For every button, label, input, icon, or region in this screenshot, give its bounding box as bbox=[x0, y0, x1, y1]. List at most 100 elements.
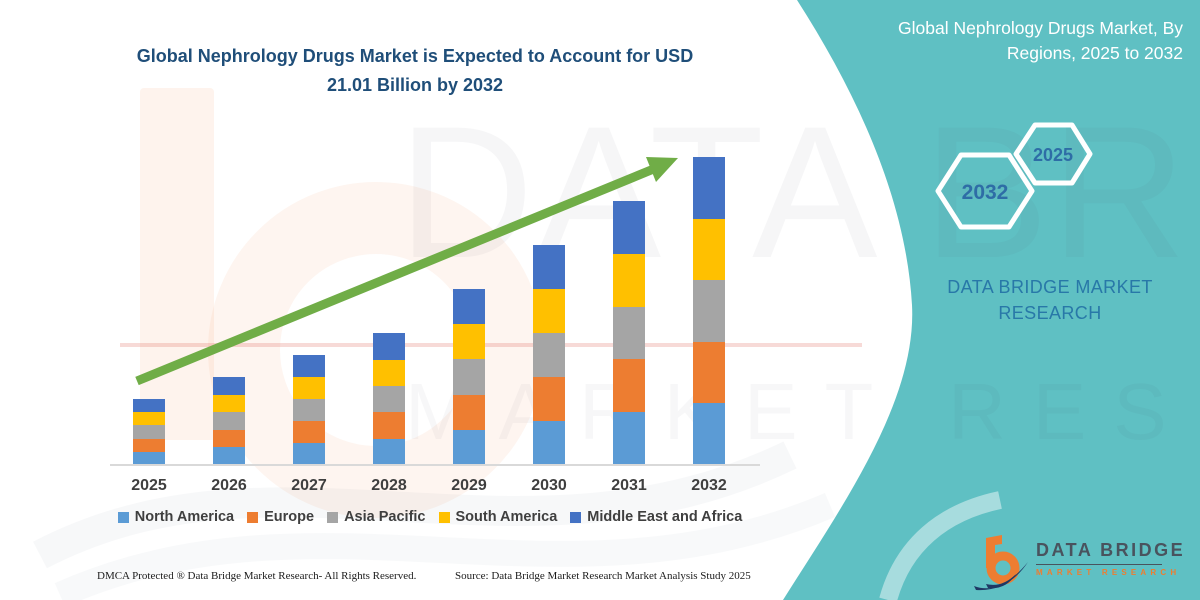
legend-swatch-south-america bbox=[438, 511, 450, 523]
bar-segment-2030-south-america bbox=[533, 289, 565, 334]
panel-brand-line2: RESEARCH bbox=[998, 303, 1102, 323]
bar-segment-2026-europe bbox=[213, 429, 245, 448]
bar-segment-2031-middle-east-and-africa bbox=[613, 201, 645, 254]
databridge-logo-subtitle: MARKET RESEARCH bbox=[1036, 568, 1181, 577]
bar-segment-2028-middle-east-and-africa bbox=[373, 333, 405, 360]
bar-2025 bbox=[133, 399, 165, 465]
panel-brand-text: DATA BRIDGE MARKET RESEARCH bbox=[925, 274, 1175, 326]
bar-segment-2032-south-america bbox=[693, 218, 725, 281]
bar-segment-2025-south-america bbox=[133, 412, 165, 426]
side-panel-heading-line2: Regions, 2025 to 2032 bbox=[1006, 43, 1183, 63]
bar-segment-2025-asia-pacific bbox=[133, 425, 165, 439]
bar-segment-2025-europe bbox=[133, 438, 165, 452]
hexagon-2032 bbox=[935, 152, 1035, 230]
legend-swatch-middle-east-and-africa bbox=[570, 511, 582, 523]
bar-segment-2029-north-america bbox=[453, 429, 485, 465]
legend-swatch-europe bbox=[247, 511, 259, 523]
bar-segment-2030-north-america bbox=[533, 421, 565, 465]
bar-segment-2030-middle-east-and-africa bbox=[533, 245, 565, 290]
chart-title: Global Nephrology Drugs Market is Expect… bbox=[90, 42, 740, 100]
bar-segment-2029-south-america bbox=[453, 324, 485, 360]
bar-segment-2027-europe bbox=[293, 421, 325, 444]
source-text: Source: Data Bridge Market Research Mark… bbox=[455, 570, 751, 582]
chart-title-line1: Global Nephrology Drugs Market is Expect… bbox=[136, 46, 694, 66]
bar-2030 bbox=[533, 245, 565, 465]
bar-segment-2026-south-america bbox=[213, 394, 245, 413]
databridge-logo: DATA BRIDGE MARKET RESEARCH bbox=[972, 530, 1186, 596]
databridge-logo-rule bbox=[1036, 564, 1162, 565]
legend-item-north-america: North America bbox=[117, 509, 235, 525]
legend-item-asia-pacific: Asia Pacific bbox=[327, 509, 426, 525]
copyright-text: DMCA Protected ® Data Bridge Market Rese… bbox=[97, 570, 417, 582]
legend-label-north-america: North America bbox=[134, 509, 235, 525]
bar-2031 bbox=[613, 201, 645, 465]
x-axis-line bbox=[110, 464, 760, 466]
bar-segment-2026-north-america bbox=[213, 447, 245, 465]
bar-segment-2028-asia-pacific bbox=[373, 385, 405, 413]
bar-segment-2027-middle-east-and-africa bbox=[293, 355, 325, 378]
x-tick-2032: 2032 bbox=[691, 477, 727, 494]
databridge-logo-text: DATA BRIDGE MARKET RESEARCH bbox=[1036, 540, 1186, 577]
x-tick-2031: 2031 bbox=[611, 477, 647, 494]
bar-2032 bbox=[693, 157, 725, 465]
bar-segment-2029-asia-pacific bbox=[453, 359, 485, 395]
legend-item-europe: Europe bbox=[247, 509, 314, 525]
bar-segment-2027-north-america bbox=[293, 443, 325, 465]
bar-segment-2031-europe bbox=[613, 359, 645, 413]
bar-segment-2027-asia-pacific bbox=[293, 399, 325, 422]
databridge-logo-name: DATA BRIDGE bbox=[1036, 540, 1186, 560]
white-swoosh-decoration bbox=[879, 491, 1002, 600]
bar-segment-2032-asia-pacific bbox=[693, 280, 725, 342]
chart-legend: North America Europe Asia Pacific South Ame… bbox=[92, 509, 768, 525]
bar-2026 bbox=[213, 377, 245, 465]
legend-label-middle-east-and-africa: Middle East and Africa bbox=[587, 509, 743, 525]
bar-segment-2031-north-america bbox=[613, 412, 645, 465]
legend-item-south-america: South America bbox=[438, 509, 558, 525]
legend-label-europe: Europe bbox=[264, 509, 315, 525]
bar-segment-2029-europe bbox=[453, 394, 485, 430]
x-tick-2025: 2025 bbox=[131, 477, 167, 494]
x-tick-2029: 2029 bbox=[451, 477, 487, 494]
x-tick-2027: 2027 bbox=[291, 477, 327, 494]
bar-segment-2026-middle-east-and-africa bbox=[213, 377, 245, 395]
bar-segment-2031-south-america bbox=[613, 253, 645, 307]
panel-brand-line1: DATA BRIDGE MARKET bbox=[947, 277, 1153, 297]
bar-2029 bbox=[453, 289, 485, 465]
legend-label-south-america: South America bbox=[455, 509, 558, 525]
hexagon-2025 bbox=[1013, 122, 1093, 186]
bar-segment-2028-south-america bbox=[373, 359, 405, 386]
bar-segment-2032-europe bbox=[693, 341, 725, 404]
bar-segment-2030-europe bbox=[533, 377, 565, 422]
bar-segment-2025-middle-east-and-africa bbox=[133, 399, 165, 413]
bar-2027 bbox=[293, 355, 325, 465]
bar-segment-2026-asia-pacific bbox=[213, 412, 245, 430]
x-tick-2030: 2030 bbox=[531, 477, 567, 494]
bar-segment-2032-middle-east-and-africa bbox=[693, 157, 725, 219]
legend-item-middle-east-and-africa: Middle East and Africa bbox=[570, 509, 742, 525]
side-panel-heading: Global Nephrology Drugs Market, By Regio… bbox=[810, 16, 1183, 66]
hexagon-2025-label: 2025 bbox=[1033, 145, 1073, 165]
databridge-logo-icon bbox=[974, 535, 1028, 591]
trend-arrow-head bbox=[646, 157, 678, 182]
bar-segment-2029-middle-east-and-africa bbox=[453, 289, 485, 325]
bar-segment-2028-north-america bbox=[373, 438, 405, 465]
bar-segment-2027-south-america bbox=[293, 377, 325, 400]
legend-label-asia-pacific: Asia Pacific bbox=[344, 509, 426, 525]
bar-2028 bbox=[373, 333, 405, 465]
side-panel-heading-line1: Global Nephrology Drugs Market, By bbox=[898, 18, 1183, 38]
bar-segment-2031-asia-pacific bbox=[613, 306, 645, 360]
chart-title-line2: 21.01 Billion by 2032 bbox=[326, 75, 504, 95]
bar-segment-2032-north-america bbox=[693, 403, 725, 465]
hexagon-2032-label: 2032 bbox=[962, 181, 1009, 204]
legend-swatch-north-america bbox=[117, 511, 129, 523]
bar-segment-2028-europe bbox=[373, 412, 405, 439]
x-tick-2026: 2026 bbox=[211, 477, 247, 494]
teal-panel-path bbox=[783, 0, 1200, 600]
x-tick-2028: 2028 bbox=[371, 477, 407, 494]
bar-segment-2030-asia-pacific bbox=[533, 333, 565, 378]
bar-segment-2025-north-america bbox=[133, 451, 165, 465]
